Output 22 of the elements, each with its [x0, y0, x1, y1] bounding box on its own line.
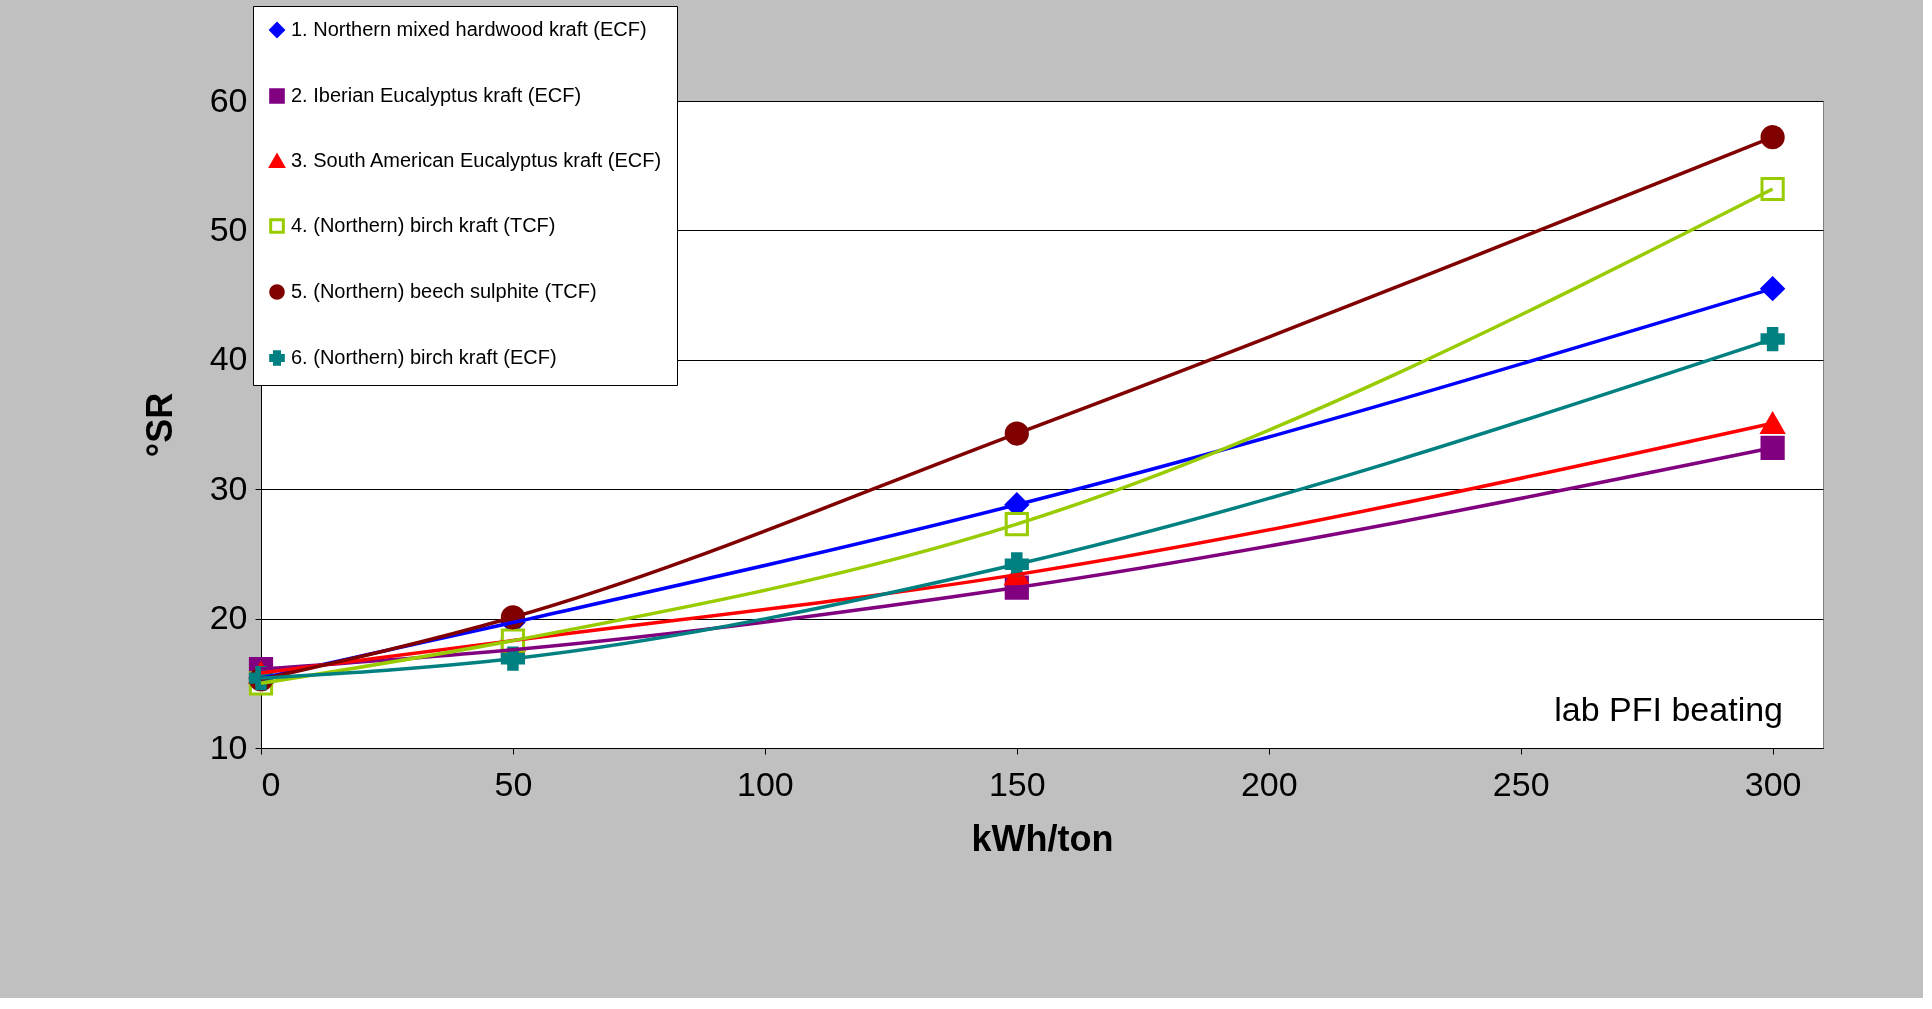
y-tick-label: 20: [209, 598, 248, 637]
x-axis-title: kWh/ton: [971, 817, 1114, 859]
legend-label: 5. (Northern) beech sulphite (TCF): [291, 280, 597, 302]
legend-label: 6. (Northern) birch kraft (ECF): [291, 346, 557, 368]
x-tick-label: 250: [1492, 764, 1550, 803]
legend-label: 3. South American Eucalyptus kraft (ECF): [291, 149, 662, 171]
y-axis-title: °SR: [138, 392, 180, 458]
legend-label: 2. Iberian Eucalyptus kraft (ECF): [291, 84, 582, 106]
y-tick-label: 30: [209, 468, 248, 507]
y-tick-label: 40: [209, 339, 248, 378]
x-tick-label: 50: [494, 764, 533, 803]
legend-label: 1. Northern mixed hardwood kraft (ECF): [291, 18, 647, 40]
x-tick-label: 150: [988, 764, 1046, 803]
x-tick-label: 300: [1744, 764, 1802, 803]
legend-label: 4. (Northern) birch kraft (TCF): [291, 214, 556, 236]
annotation: lab PFI beating: [1554, 690, 1783, 728]
x-tick-label: 0: [261, 764, 281, 803]
x-tick-label: 100: [737, 764, 794, 803]
y-tick-label: 50: [209, 209, 248, 248]
y-tick-label: 10: [209, 727, 248, 766]
x-tick-label: 200: [1240, 764, 1298, 803]
y-tick-label: 60: [209, 80, 248, 119]
